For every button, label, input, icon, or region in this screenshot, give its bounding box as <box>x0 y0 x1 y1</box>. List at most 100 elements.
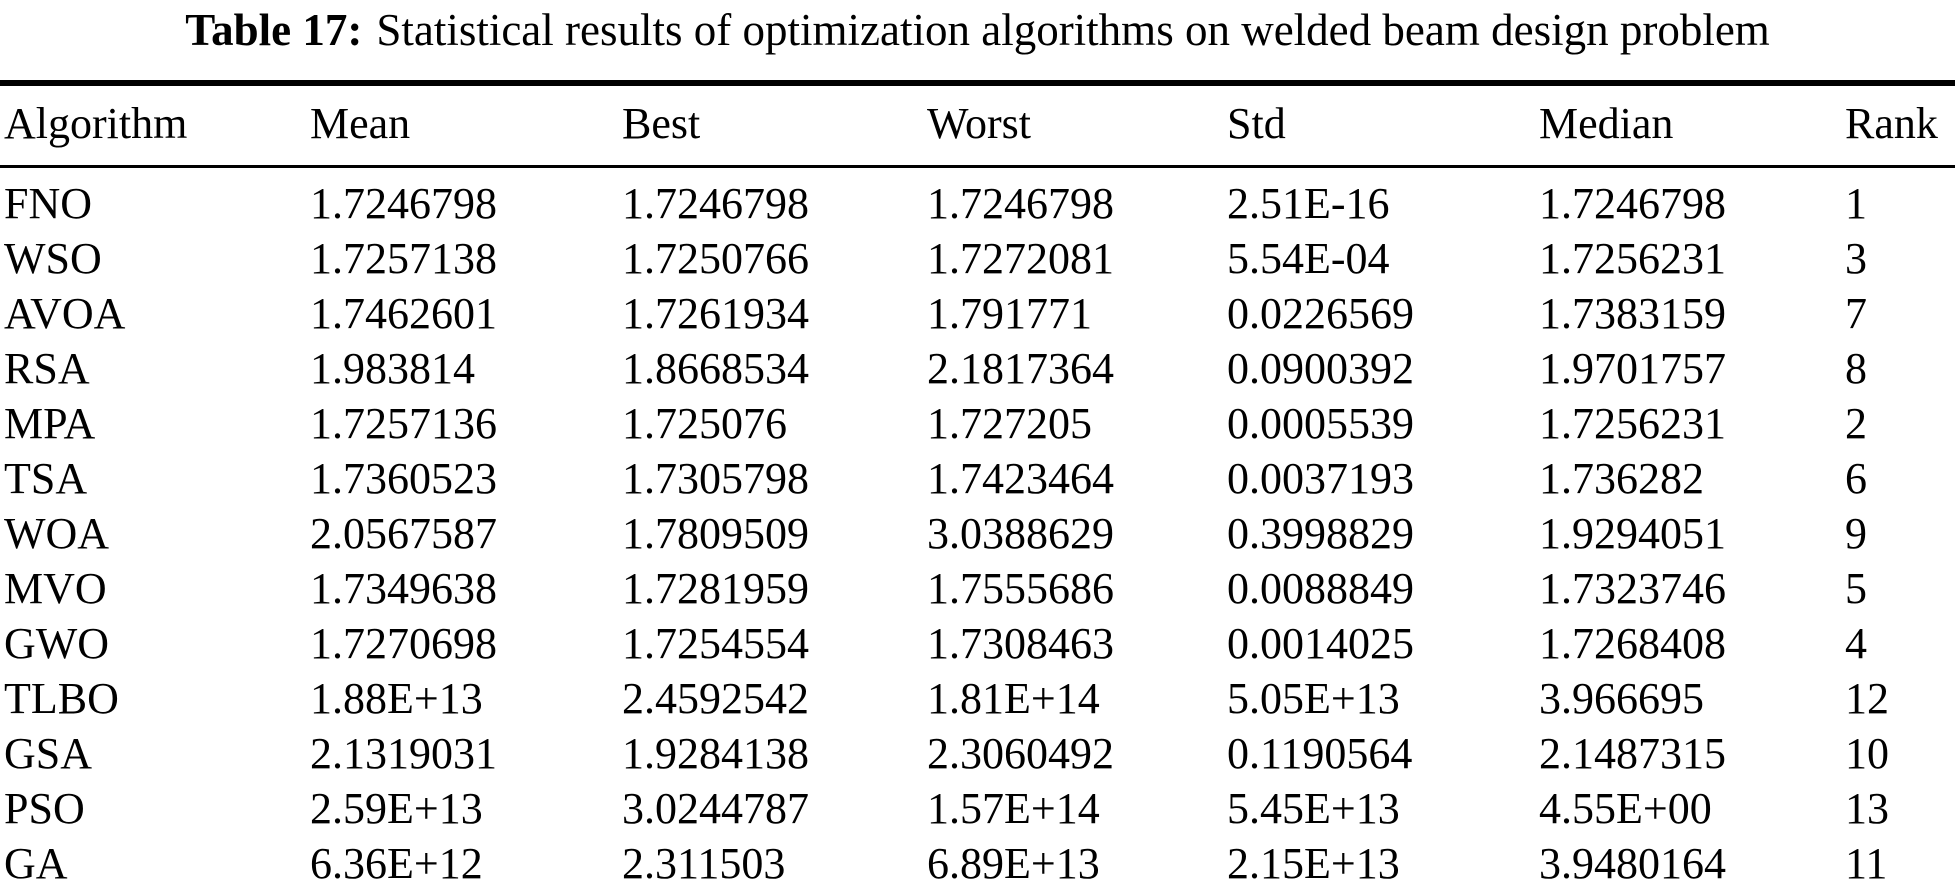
table-caption-label: Table 17: <box>185 5 363 55</box>
cell-std: 0.0088849 <box>1227 563 1414 613</box>
cell-std: 0.0037193 <box>1227 453 1414 503</box>
cell-mean: 2.0567587 <box>310 508 497 558</box>
cell-rank: 8 <box>1845 343 1867 393</box>
cell-best: 3.0244787 <box>622 783 809 833</box>
cell-mean: 1.7270698 <box>310 618 497 668</box>
cell-median: 1.7383159 <box>1539 288 1726 338</box>
cell-mean: 1.7360523 <box>310 453 497 503</box>
cell-algorithm: PSO <box>4 783 85 833</box>
cell-std: 0.0014025 <box>1227 618 1414 668</box>
cell-mean: 1.7462601 <box>310 288 497 338</box>
table-row: GA 6.36E+12 2.311503 6.89E+13 2.15E+13 3.9480… <box>0 836 1955 887</box>
cell-median: 3.9480164 <box>1539 838 1726 887</box>
cell-best: 1.8668534 <box>622 343 809 393</box>
cell-algorithm: TLBO <box>4 673 119 723</box>
cell-rank: 6 <box>1845 453 1867 503</box>
cell-mean: 1.7257138 <box>310 233 497 283</box>
cell-rank: 2 <box>1845 398 1867 448</box>
column-header-median: Median <box>1539 82 1845 168</box>
table-caption: Table 17: Statistical results of optimiza… <box>0 0 1955 56</box>
table-row: WOA 2.0567587 1.7809509 3.0388629 0.3998829 1… <box>0 506 1955 561</box>
cell-worst: 2.1817364 <box>927 343 1114 393</box>
cell-algorithm: TSA <box>4 453 88 503</box>
header-row: Algorithm Mean Best Worst Std Median Rank <box>0 82 1955 168</box>
cell-median: 1.7323746 <box>1539 563 1726 613</box>
column-header-algorithm: Algorithm <box>0 82 310 168</box>
cell-best: 2.311503 <box>622 838 786 887</box>
cell-std: 0.0226569 <box>1227 288 1414 338</box>
cell-rank: 10 <box>1845 728 1889 778</box>
cell-rank: 4 <box>1845 618 1867 668</box>
cell-best: 1.7261934 <box>622 288 809 338</box>
cell-algorithm: RSA <box>4 343 90 393</box>
cell-worst: 1.7246798 <box>927 178 1114 228</box>
cell-best: 1.7281959 <box>622 563 809 613</box>
table-row: RSA 1.983814 1.8668534 2.1817364 0.0900392 1.… <box>0 341 1955 396</box>
cell-worst: 1.81E+14 <box>927 673 1100 723</box>
cell-mean: 2.1319031 <box>310 728 497 778</box>
cell-algorithm: MPA <box>4 398 96 448</box>
cell-rank: 11 <box>1845 838 1888 887</box>
cell-worst: 1.727205 <box>927 398 1092 448</box>
cell-rank: 5 <box>1845 563 1867 613</box>
cell-worst: 1.57E+14 <box>927 783 1100 833</box>
cell-worst: 1.7555686 <box>927 563 1114 613</box>
cell-rank: 9 <box>1845 508 1867 558</box>
cell-std: 2.15E+13 <box>1227 838 1400 887</box>
cell-std: 2.51E-16 <box>1227 178 1390 228</box>
cell-best: 1.7305798 <box>622 453 809 503</box>
cell-median: 1.7256231 <box>1539 233 1726 283</box>
table-caption-text: Statistical results of optimization algo… <box>376 5 1770 55</box>
cell-median: 1.736282 <box>1539 453 1704 503</box>
table-row: AVOA 1.7462601 1.7261934 1.791771 0.0226569 1… <box>0 286 1955 341</box>
table-row: TLBO 1.88E+13 2.4592542 1.81E+14 5.05E+13 3.9… <box>0 671 1955 726</box>
cell-rank: 13 <box>1845 783 1889 833</box>
cell-mean: 6.36E+12 <box>310 838 483 887</box>
cell-algorithm: FNO <box>4 178 93 228</box>
cell-best: 1.7246798 <box>622 178 809 228</box>
table-header: Algorithm Mean Best Worst Std Median Rank <box>0 82 1955 168</box>
table-row: WSO 1.7257138 1.7250766 1.7272081 5.54E-04 1.… <box>0 231 1955 286</box>
cell-best: 1.7809509 <box>622 508 809 558</box>
cell-std: 0.0900392 <box>1227 343 1414 393</box>
results-table: Algorithm Mean Best Worst Std Median Rank FNO 1… <box>0 79 1955 887</box>
cell-median: 2.1487315 <box>1539 728 1726 778</box>
cell-std: 5.05E+13 <box>1227 673 1400 723</box>
column-header-rank: Rank <box>1845 82 1955 168</box>
cell-std: 0.0005539 <box>1227 398 1414 448</box>
table-row: FNO 1.7246798 1.7246798 1.7246798 2.51E-16 1.… <box>0 166 1955 231</box>
table-row: MVO 1.7349638 1.7281959 1.7555686 0.0088849 1… <box>0 561 1955 616</box>
cell-algorithm: GSA <box>4 728 93 778</box>
cell-std: 0.3998829 <box>1227 508 1414 558</box>
cell-best: 1.7250766 <box>622 233 809 283</box>
table-row: GWO 1.7270698 1.7254554 1.7308463 0.0014025 1… <box>0 616 1955 671</box>
cell-median: 1.7256231 <box>1539 398 1726 448</box>
cell-median: 4.55E+00 <box>1539 783 1712 833</box>
cell-algorithm: AVOA <box>4 288 126 338</box>
cell-median: 3.966695 <box>1539 673 1704 723</box>
table-row: GSA 2.1319031 1.9284138 2.3060492 0.1190564 2… <box>0 726 1955 781</box>
cell-median: 1.7268408 <box>1539 618 1726 668</box>
cell-std: 5.54E-04 <box>1227 233 1390 283</box>
cell-worst: 6.89E+13 <box>927 838 1100 887</box>
cell-median: 1.7246798 <box>1539 178 1726 228</box>
table-row: PSO 2.59E+13 3.0244787 1.57E+14 5.45E+13 4.55… <box>0 781 1955 836</box>
cell-algorithm: GA <box>4 838 68 887</box>
cell-std: 5.45E+13 <box>1227 783 1400 833</box>
column-header-std: Std <box>1227 82 1539 168</box>
cell-worst: 1.791771 <box>927 288 1092 338</box>
cell-median: 1.9701757 <box>1539 343 1726 393</box>
cell-rank: 3 <box>1845 233 1867 283</box>
cell-best: 2.4592542 <box>622 673 809 723</box>
cell-mean: 1.88E+13 <box>310 673 483 723</box>
column-header-worst: Worst <box>927 82 1227 168</box>
cell-algorithm: MVO <box>4 563 107 613</box>
cell-worst: 2.3060492 <box>927 728 1114 778</box>
cell-rank: 12 <box>1845 673 1889 723</box>
cell-mean: 2.59E+13 <box>310 783 483 833</box>
cell-algorithm: WSO <box>4 233 102 283</box>
cell-std: 0.1190564 <box>1227 728 1413 778</box>
cell-worst: 1.7308463 <box>927 618 1114 668</box>
table-row: TSA 1.7360523 1.7305798 1.7423464 0.0037193 1… <box>0 451 1955 506</box>
